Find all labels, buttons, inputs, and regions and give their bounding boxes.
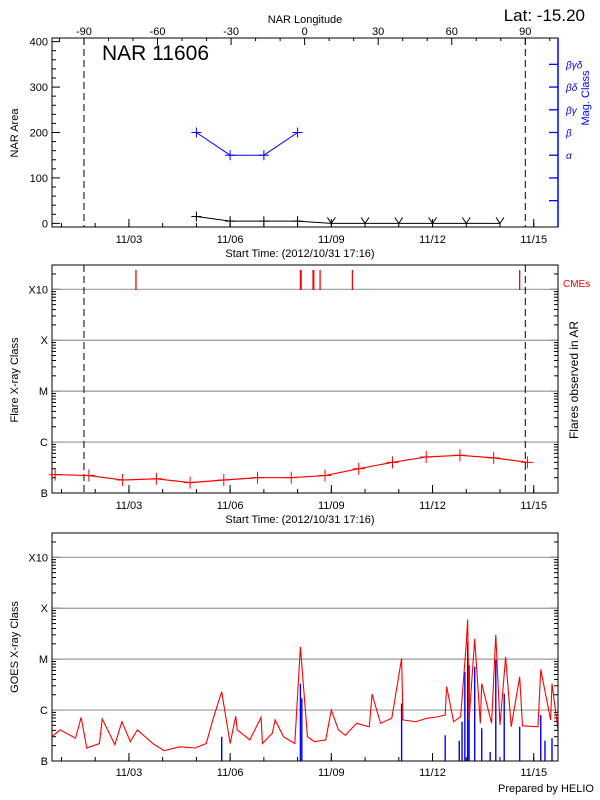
plus-marker — [319, 469, 332, 482]
nar-area-axis-title: NAR Area — [9, 108, 21, 158]
x-tick-label: 11/15 — [520, 234, 547, 246]
plus-marker — [521, 456, 534, 469]
y-tick-label: B — [41, 756, 48, 768]
y-tick-label: C — [40, 437, 48, 449]
mag-class-tick-label: α — [566, 151, 572, 162]
plus-marker — [258, 150, 269, 161]
x-tick-label: 11/03 — [116, 234, 143, 246]
y-tick-label: X10 — [28, 284, 48, 296]
x-axis-title: Start Time: (2012/10/31 17:16) — [225, 514, 374, 526]
x-tick-label: 11/12 — [419, 500, 446, 512]
plus-marker — [292, 127, 303, 138]
x-tick-label: 11/09 — [318, 500, 345, 512]
y-tick-label: 300 — [30, 82, 48, 94]
mag-class-line — [196, 132, 298, 156]
plus-marker — [49, 468, 62, 481]
x-tick-label: 11/12 — [419, 767, 446, 779]
x-tick-label: 11/09 — [318, 234, 345, 246]
plus-marker — [225, 150, 236, 161]
longitude-tick-label: -30 — [223, 26, 239, 38]
y-tick-label: 400 — [30, 37, 48, 49]
plus-marker — [258, 216, 269, 227]
latitude-label: Lat: -15.20 — [504, 6, 585, 25]
y-tick-label: M — [39, 386, 48, 398]
longitude-tick-label: 60 — [446, 26, 458, 38]
plus-marker — [217, 474, 230, 486]
x-tick-label: 11/06 — [217, 767, 244, 779]
zero-area-marker — [360, 217, 370, 225]
flare-class-plot-frame — [51, 264, 559, 494]
longitude-tick-label: 0 — [302, 26, 308, 38]
y-tick-label: M — [39, 654, 48, 666]
nar-area-plot-frame — [51, 37, 559, 228]
x-tick-label: 11/15 — [520, 767, 547, 779]
goes-plot-frame — [51, 532, 559, 762]
y-tick-label: X — [41, 335, 49, 347]
credit-label: Prepared by HELIO — [498, 783, 594, 795]
y-tick-label: C — [40, 705, 48, 717]
zero-area-marker — [461, 217, 471, 225]
plus-marker — [285, 471, 298, 484]
nar-area-line — [196, 216, 500, 224]
y-tick-label: 0 — [42, 218, 48, 230]
zero-area-marker — [326, 217, 336, 225]
x-tick-label: 11/03 — [116, 767, 143, 779]
plus-marker — [352, 462, 365, 475]
zero-area-marker — [394, 217, 404, 225]
plus-marker — [453, 449, 466, 462]
flares-observed-axis-title: Flares observed in AR — [567, 321, 581, 439]
goes-long-channel-line — [51, 619, 559, 752]
mag-class-tick-label: β — [565, 129, 572, 140]
region-title: NAR 11606 — [102, 42, 209, 65]
x-axis-title: Start Time: (2012/10/31 17:16) — [225, 248, 374, 260]
cme-label: CMEs — [563, 279, 590, 290]
plus-marker — [150, 472, 163, 485]
plus-marker — [191, 127, 202, 138]
plus-marker — [251, 471, 264, 484]
flare-class-axis-title: Flare X-ray Class — [9, 337, 21, 422]
x-tick-label: 11/03 — [116, 500, 143, 512]
y-tick-label: X10 — [28, 552, 48, 564]
x-tick-label: 11/06 — [217, 234, 244, 246]
longitude-tick-label: 90 — [519, 26, 531, 38]
plus-marker — [420, 450, 433, 463]
longitude-tick-label: -60 — [150, 26, 166, 38]
longitude-tick-label: 30 — [372, 26, 384, 38]
mag-class-tick-label: βγ — [565, 106, 578, 117]
mag-class-axis-title: Mag. Class — [580, 70, 592, 126]
longitude-axis-title: NAR Longitude — [268, 14, 343, 26]
plus-marker — [225, 216, 236, 227]
y-tick-label: 200 — [30, 128, 48, 140]
x-tick-label: 11/15 — [520, 500, 547, 512]
plus-marker — [292, 216, 303, 227]
plus-marker — [116, 474, 129, 486]
x-tick-label: 11/06 — [217, 500, 244, 512]
plus-marker — [386, 456, 399, 469]
goes-class-axis-title: GOES X-ray Class — [9, 601, 21, 693]
mag-class-tick-label: βδ — [565, 83, 578, 94]
x-tick-label: 11/12 — [419, 234, 446, 246]
mag-class-tick-label: βγδ — [565, 60, 583, 71]
y-tick-label: 100 — [30, 173, 48, 185]
y-tick-label: B — [41, 488, 48, 500]
longitude-tick-label: -90 — [76, 26, 92, 38]
zero-area-marker — [495, 217, 505, 225]
plus-marker — [184, 476, 197, 489]
plus-marker — [487, 451, 500, 464]
x-tick-label: 11/09 — [318, 767, 345, 779]
y-tick-label: X — [41, 603, 49, 615]
plus-marker — [191, 211, 202, 222]
plus-marker — [82, 469, 95, 482]
zero-area-marker — [428, 217, 437, 225]
